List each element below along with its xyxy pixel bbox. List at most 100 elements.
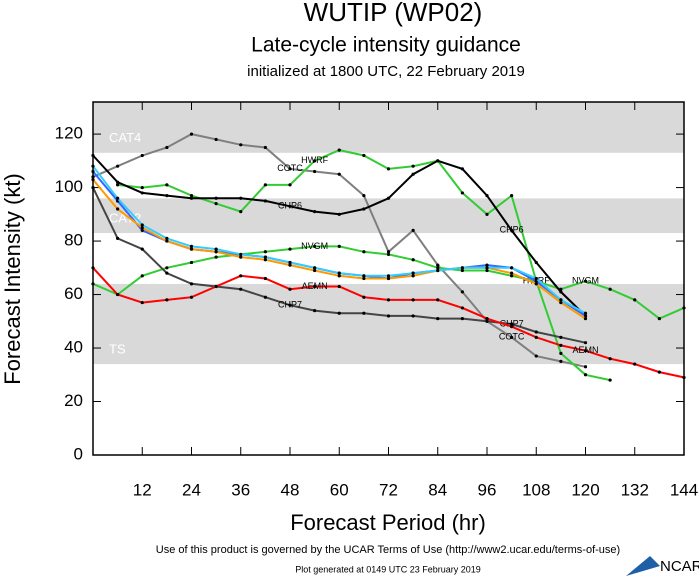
series-point (436, 317, 440, 321)
series-point (140, 226, 144, 230)
series-point (534, 282, 538, 286)
series-point (534, 276, 538, 281)
series-point (239, 210, 243, 214)
series-point (633, 362, 637, 366)
series-point (263, 145, 267, 150)
x-tick-label: 84 (428, 480, 447, 499)
series-point (386, 196, 391, 200)
series-point (436, 159, 440, 163)
series-point (559, 343, 563, 347)
series-point (313, 244, 317, 249)
series-point (140, 153, 144, 158)
series-point (214, 196, 218, 200)
series-point (559, 359, 563, 364)
series-point (559, 290, 563, 294)
series-label: COTC (277, 163, 303, 173)
x-tick-label: 48 (281, 480, 300, 499)
series-point (608, 287, 612, 291)
series-point (362, 274, 366, 278)
x-tick-label: 120 (571, 480, 599, 499)
series-point (583, 317, 588, 321)
band-label: CAT1 (109, 261, 141, 276)
series-point (436, 266, 440, 270)
series-point (436, 298, 440, 302)
series-point (510, 274, 514, 278)
series-point (337, 271, 341, 275)
series-point (510, 228, 514, 232)
series-label: CHP6 (500, 225, 524, 235)
series-point (288, 303, 292, 307)
series-point (510, 271, 514, 275)
generated-note: Plot generated at 0149 UTC 23 February 2… (295, 564, 481, 574)
series-label: CHP7 (500, 318, 524, 328)
series-point (140, 185, 144, 190)
series-point (214, 255, 218, 259)
series-point (362, 207, 366, 211)
series-point (263, 258, 267, 262)
series-point (608, 357, 612, 361)
y-tick-label: 0 (74, 444, 83, 463)
series-point (386, 274, 391, 278)
series-point (337, 172, 341, 176)
series-point (657, 370, 661, 374)
series-point (116, 292, 120, 297)
series-point (411, 164, 415, 168)
series-point (140, 274, 144, 278)
footer: Use of this product is governed by the U… (156, 544, 620, 556)
series-point (189, 260, 194, 265)
series-point (583, 314, 588, 318)
y-tick-label: 60 (64, 284, 83, 303)
series-point (337, 311, 341, 315)
series-point (362, 276, 366, 281)
series-point (534, 330, 538, 334)
series-point (116, 164, 120, 168)
series-label: COTC (499, 332, 525, 342)
series-point (510, 325, 514, 329)
series-point (189, 193, 194, 198)
series-point (189, 244, 194, 249)
series-point (313, 210, 317, 214)
series-point (460, 268, 464, 273)
series-point (214, 250, 218, 254)
series-point (239, 143, 243, 147)
series-point (239, 196, 243, 200)
series-point (386, 167, 391, 171)
series-point (485, 263, 489, 267)
series-point (263, 199, 267, 203)
series-point (657, 317, 661, 321)
band-label: CAT4 (109, 130, 141, 145)
series-point (583, 365, 588, 369)
series-point (189, 282, 194, 286)
series-label: HWRF (301, 155, 328, 165)
series-point (313, 284, 317, 289)
x-tick-label: 108 (522, 480, 550, 499)
series-point (460, 290, 464, 294)
series-point (386, 314, 391, 318)
series-point (189, 196, 194, 200)
series-point (485, 266, 489, 270)
series-point (485, 193, 489, 198)
series-point (386, 298, 391, 302)
series-point (411, 271, 415, 275)
chart-subtitle: Late-cycle intensity guidance (251, 34, 521, 57)
series-point (460, 317, 464, 321)
logo: NCAR (660, 558, 699, 575)
y-tick-label: 40 (64, 338, 83, 357)
x-tick-label: 132 (621, 480, 649, 499)
x-tick-label: 24 (182, 480, 201, 499)
chart-title: WUTIP (WP02) (304, 0, 483, 27)
series-point (411, 274, 415, 278)
series-point (214, 247, 218, 251)
series-point (116, 180, 120, 184)
series-point (288, 204, 292, 208)
series-point (313, 308, 317, 313)
series-point (288, 167, 292, 171)
series-point (362, 250, 366, 254)
series-point (288, 287, 292, 291)
series-point (263, 276, 267, 281)
series-point (534, 335, 538, 339)
series-point (534, 354, 538, 358)
series-point (510, 193, 514, 198)
series-point (633, 298, 637, 302)
logo-mark (626, 556, 660, 576)
